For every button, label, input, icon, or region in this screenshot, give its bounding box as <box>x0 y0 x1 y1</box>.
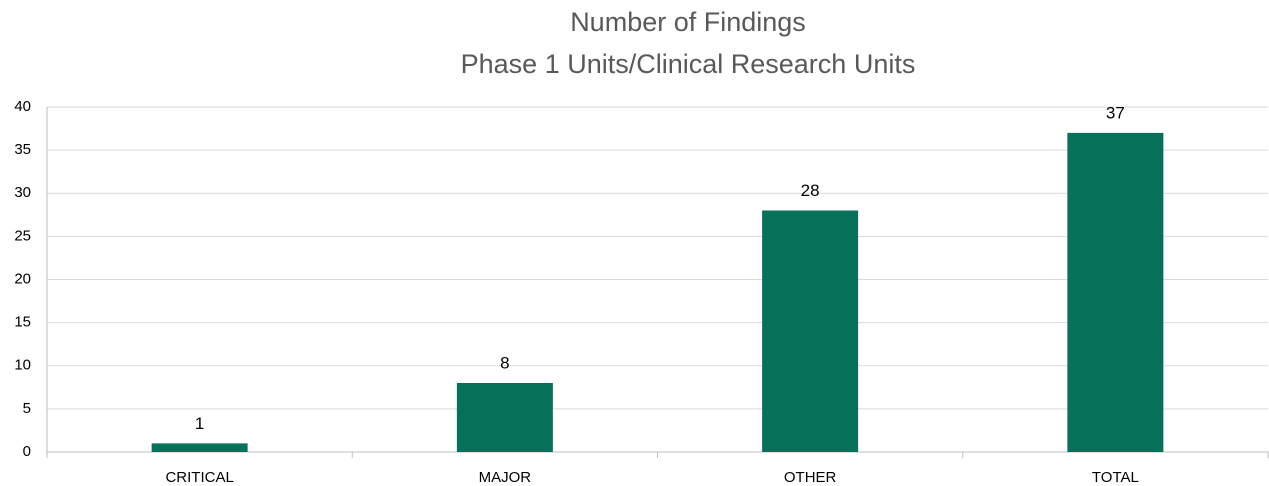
bar <box>456 383 553 452</box>
y-tick-label: 15 <box>14 314 31 331</box>
y-tick-label: 10 <box>14 357 31 374</box>
bar <box>1067 132 1164 452</box>
x-tick-label: MAJOR <box>479 469 532 486</box>
y-tick-label: 20 <box>14 270 31 287</box>
x-tick-label: CRITICAL <box>165 469 233 486</box>
y-tick-label: 0 <box>23 443 31 460</box>
x-tick-label: TOTAL <box>1092 469 1139 486</box>
data-label: 28 <box>801 181 820 200</box>
x-tick-label: OTHER <box>784 469 837 486</box>
bar <box>762 210 859 452</box>
bar <box>151 443 248 452</box>
y-tick-label: 30 <box>14 184 31 201</box>
y-tick-label: 35 <box>14 141 31 158</box>
chart-title: Number of Findings <box>570 7 806 37</box>
y-tick-label: 5 <box>23 400 31 417</box>
data-label: 1 <box>195 414 204 433</box>
y-tick-label: 40 <box>14 98 31 115</box>
chart-subtitle: Phase 1 Units/Clinical Research Units <box>461 49 916 79</box>
data-label: 8 <box>500 353 509 372</box>
data-label: 37 <box>1106 103 1125 122</box>
y-tick-label: 25 <box>14 227 31 244</box>
